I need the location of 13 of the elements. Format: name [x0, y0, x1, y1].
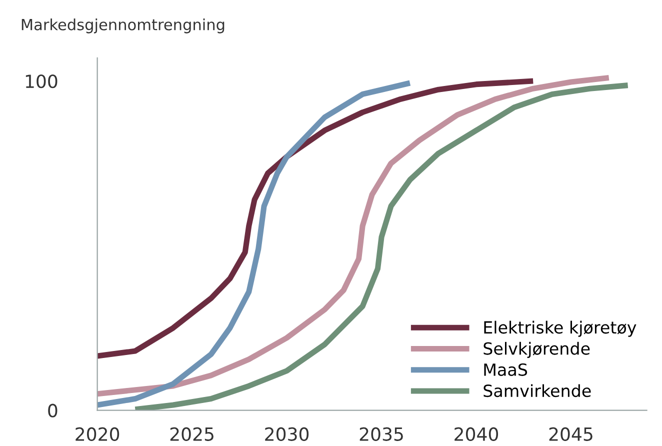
legend-label: Selvkjørende	[484, 342, 590, 358]
y-axis-title: Markedsgjennomtrengning	[22, 18, 224, 34]
y-tick-label: 0	[48, 404, 58, 418]
x-tick-label: 2045	[549, 427, 592, 441]
x-tick-label: 2035	[360, 427, 403, 441]
legend-label: Samvirkende	[484, 384, 591, 398]
x-tick-label: 2020	[76, 427, 120, 441]
legend-label: Elektriske kjøretøy	[484, 320, 636, 337]
x-tick-label: 2030	[265, 427, 309, 441]
x-tick-label: 2040	[454, 427, 498, 441]
legend-label: MaaS	[484, 363, 528, 376]
x-tick-label: 2025	[170, 427, 214, 441]
y-tick-label: 100	[26, 74, 58, 88]
